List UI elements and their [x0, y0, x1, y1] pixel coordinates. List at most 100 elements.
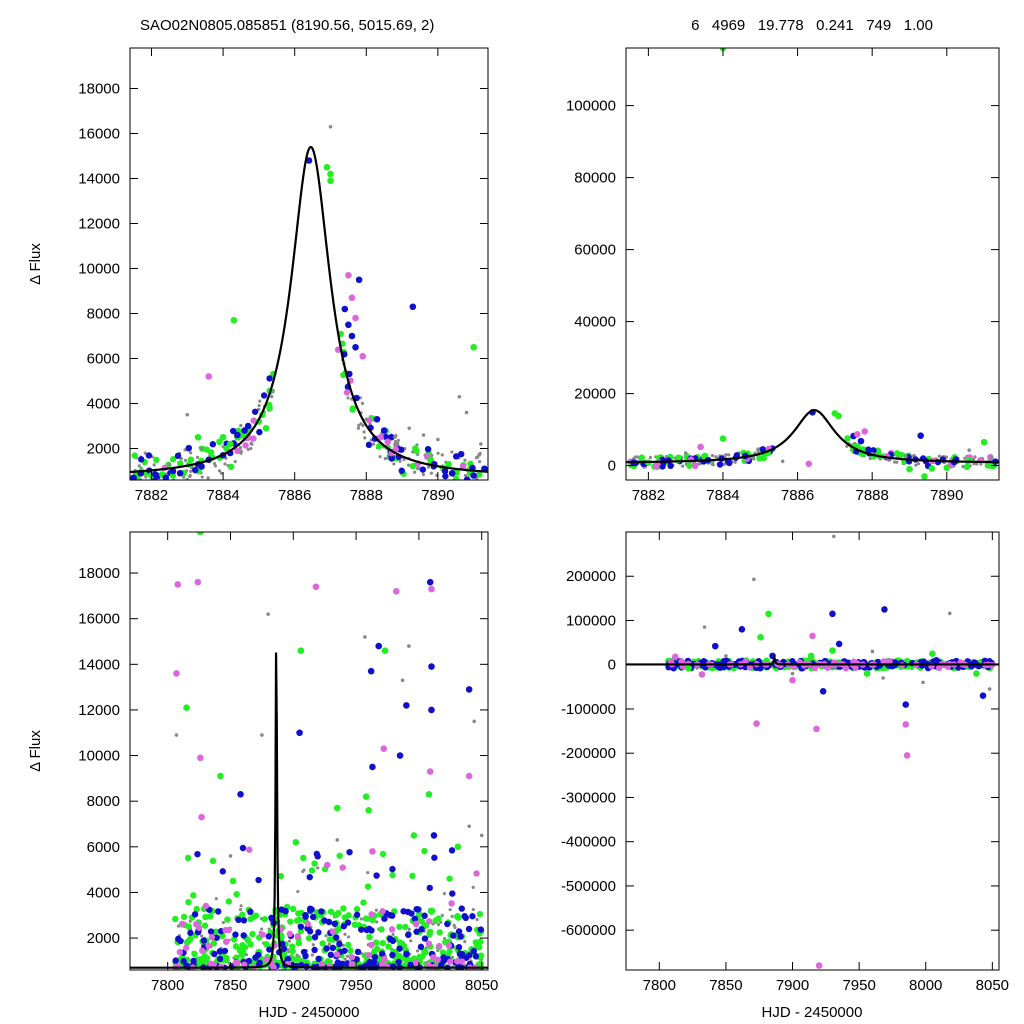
data-point-blue	[386, 911, 394, 919]
data-point-blue	[396, 752, 404, 759]
data-point-gray	[439, 920, 443, 924]
data-point-blue	[373, 872, 380, 879]
data-point-blue	[857, 437, 865, 445]
y-tick-label: 2000	[87, 441, 120, 458]
data-point-gray	[188, 475, 192, 479]
data-point-gray	[407, 644, 411, 648]
data-point-blue	[365, 441, 373, 449]
data-point-gray	[343, 957, 347, 961]
data-point-green	[177, 460, 184, 467]
data-point-magenta	[753, 720, 760, 727]
data-point-magenta	[192, 921, 200, 928]
data-point-blue	[403, 702, 410, 709]
data-point-green	[906, 465, 913, 473]
data-point-gray	[711, 463, 715, 467]
data-point-magenta	[652, 462, 659, 470]
x-tick-label: 7800	[151, 977, 184, 994]
data-point-gray	[440, 913, 444, 918]
data-point-green	[202, 913, 209, 921]
data-point-gray	[790, 671, 795, 676]
data-point-blue	[917, 432, 924, 440]
data-point-gray	[392, 462, 396, 466]
model-curve	[626, 409, 999, 464]
data-point-gray	[206, 476, 210, 480]
data-point-green	[418, 918, 426, 925]
data-point-magenta	[813, 725, 820, 733]
data-point-blue	[216, 955, 224, 963]
data-point-blue	[452, 453, 460, 460]
data-point-blue	[216, 948, 224, 955]
data-point-magenta	[194, 578, 202, 586]
data-point-green	[445, 479, 448, 480]
data-point-blue	[308, 906, 315, 913]
data-point-gray	[440, 453, 444, 457]
data-point-gray	[436, 437, 440, 442]
data-point-blue	[389, 865, 396, 873]
data-point-gray	[727, 453, 731, 457]
data-point-blue	[424, 445, 432, 453]
data-point-magenta	[369, 848, 376, 855]
data-point-green	[757, 633, 764, 641]
data-point-blue	[865, 446, 872, 453]
x-tick-label: 7888	[855, 487, 888, 504]
data-point-magenta	[425, 940, 433, 947]
data-point-green	[353, 906, 361, 913]
data-point-green	[217, 772, 224, 780]
data-point-green	[247, 941, 254, 948]
data-point-gray	[989, 455, 994, 460]
y-tick-label: 4000	[87, 396, 120, 413]
data-point-gray	[409, 939, 413, 943]
data-point-magenta	[345, 271, 352, 279]
data-point-green	[373, 945, 381, 953]
data-point-green	[252, 912, 260, 919]
data-point-gray	[947, 611, 952, 616]
data-point-blue	[187, 929, 194, 937]
data-point-green	[375, 443, 383, 450]
data-point-blue	[311, 946, 318, 954]
data-point-gray	[752, 577, 756, 582]
data-point-green	[425, 791, 433, 798]
data-point-green	[216, 438, 223, 446]
data-point-green	[385, 943, 392, 950]
x-tick-label: 7800	[643, 977, 676, 994]
data-point-magenta	[205, 373, 213, 380]
data-point-blue	[315, 929, 322, 936]
data-point-green	[373, 939, 380, 946]
data-point-gray	[199, 446, 204, 451]
data-point-green	[233, 891, 240, 898]
data-point-green	[197, 532, 204, 536]
data-point-magenta	[368, 911, 375, 918]
y-tick-label: 10000	[78, 261, 120, 278]
y-tick-label: 0	[608, 458, 616, 475]
data-point-magenta	[198, 947, 206, 954]
data-point-magenta	[198, 813, 205, 821]
data-point-green	[427, 456, 435, 464]
y-tick-label: 200000	[566, 568, 616, 585]
x-tick-label: 7850	[709, 977, 742, 994]
data-point-green	[333, 804, 341, 812]
data-point-blue	[405, 931, 412, 939]
data-point-gray	[467, 824, 471, 829]
data-point-green	[454, 913, 461, 920]
x-tick-label: 7882	[632, 487, 665, 504]
data-point-gray	[457, 394, 462, 399]
data-point-gray	[310, 953, 314, 957]
data-point-blue	[389, 937, 397, 945]
data-point-magenta	[853, 430, 861, 438]
y-tick-label: 20000	[574, 386, 616, 403]
data-point-gray	[223, 462, 227, 466]
data-point-blue	[306, 928, 314, 935]
data-point-gray	[200, 475, 204, 479]
data-point-gray	[916, 462, 921, 466]
data-point-green	[335, 925, 342, 933]
data-point-green	[446, 875, 453, 882]
y-tick-label: 60000	[574, 242, 616, 259]
data-point-gray	[475, 917, 479, 922]
data-point-gray	[421, 433, 426, 437]
data-point-gray	[341, 943, 345, 948]
data-point-gray	[733, 460, 737, 464]
data-point-magenta	[392, 446, 399, 453]
data-point-green	[238, 951, 246, 959]
data-point-blue	[260, 392, 268, 399]
data-point-magenta	[465, 772, 473, 780]
